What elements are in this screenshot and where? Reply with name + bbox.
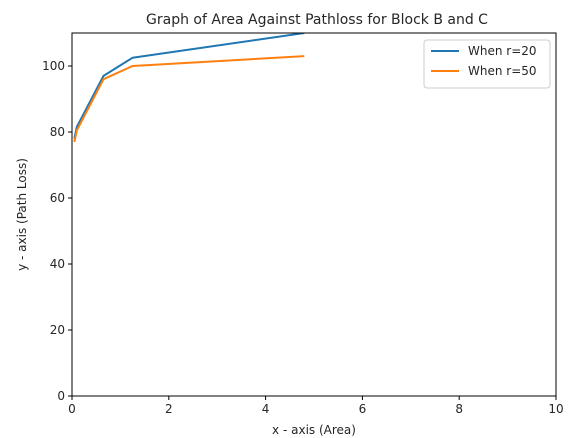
chart-title: Graph of Area Against Pathloss for Block…: [146, 12, 488, 28]
plot-frame: [71, 32, 557, 397]
x-tick-label: 2: [165, 402, 173, 416]
legend-label-2: When r=50: [468, 64, 537, 78]
y-tick-label: 80: [50, 125, 65, 139]
x-tick-label: 10: [548, 402, 563, 416]
y-axis-ticks: 0 20 40 60 80 100: [42, 59, 72, 403]
x-tick-label: 0: [68, 402, 76, 416]
y-tick-label: 60: [50, 191, 65, 205]
x-tick-label: 4: [262, 402, 270, 416]
x-axis-ticks: 0 2 4 6 8 10: [68, 396, 564, 416]
y-tick-label: 100: [42, 59, 65, 73]
y-tick-label: 0: [57, 389, 65, 403]
y-tick-label: 20: [50, 323, 65, 337]
x-tick-label: 6: [359, 402, 367, 416]
legend-label-1: When r=20: [468, 44, 537, 58]
series-layer: [73, 33, 305, 143]
y-axis-label: y - axis (Path Loss): [15, 158, 29, 271]
legend: When r=20 When r=50: [423, 39, 551, 89]
x-tick-label: 8: [455, 402, 463, 416]
axes: [71, 32, 557, 397]
x-axis-label: x - axis (Area): [272, 423, 356, 437]
y-tick-label: 40: [50, 257, 65, 271]
series-line-2: [73, 55, 305, 143]
